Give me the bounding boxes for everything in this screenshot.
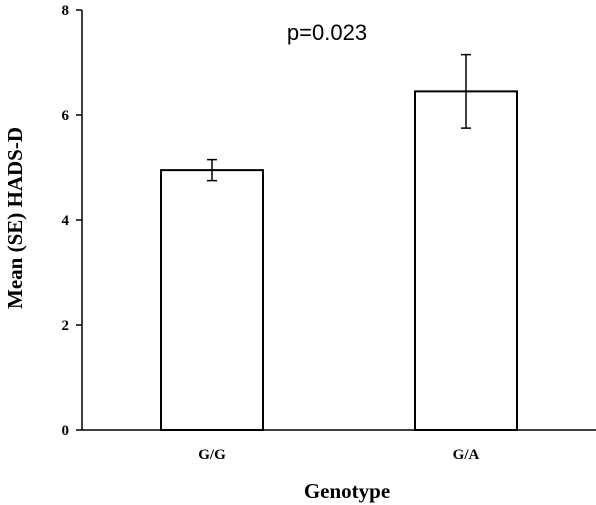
bars-group [160, 90, 518, 431]
y-axis-title: Mean (SE) HADS-D [3, 127, 27, 309]
error-bars-group [207, 53, 471, 182]
y-tick-label: 8 [62, 3, 70, 19]
x-tick-label: G/A [453, 447, 480, 463]
y-tick-label: 2 [62, 318, 70, 334]
y-tick-label: 6 [62, 108, 70, 124]
bar-gg [160, 169, 264, 431]
p-value-annotation: p=0.023 [287, 20, 367, 45]
y-tick-label: 4 [62, 213, 70, 229]
bar-ga [414, 90, 518, 431]
x-ticks-group: G/G G/A [198, 447, 479, 463]
x-axis-title: Genotype [304, 479, 390, 503]
x-tick-label: G/G [198, 447, 226, 463]
y-tick-label: 0 [62, 423, 70, 439]
y-ticks-group: 0 2 4 6 8 [62, 3, 82, 439]
